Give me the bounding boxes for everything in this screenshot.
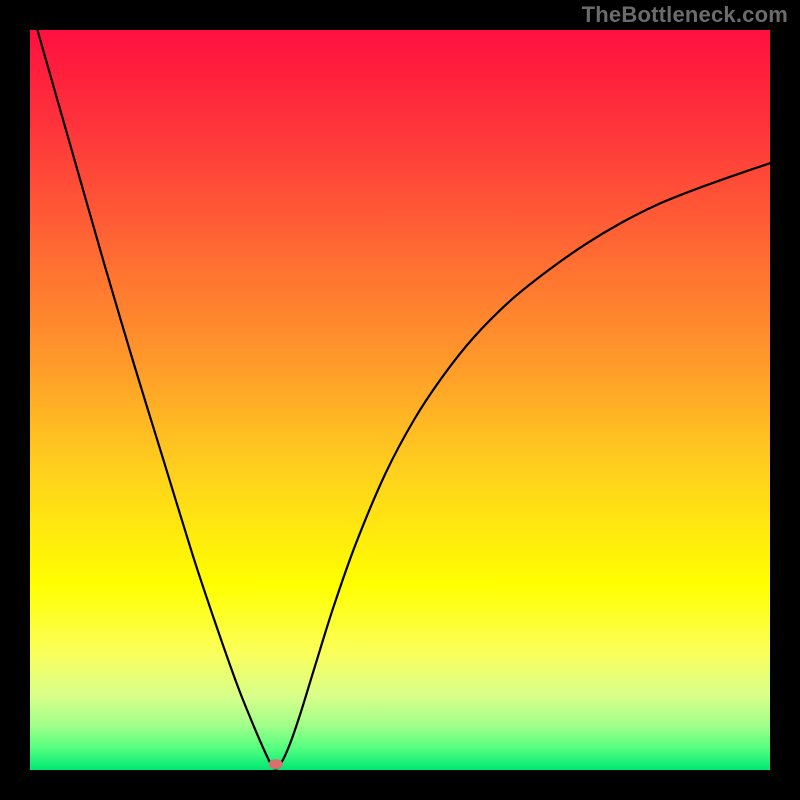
minimum-marker (269, 759, 283, 769)
watermark-label: TheBottleneck.com (582, 2, 788, 28)
chart-svg (30, 30, 770, 770)
chart-background (30, 30, 770, 770)
plot-area (30, 30, 770, 770)
